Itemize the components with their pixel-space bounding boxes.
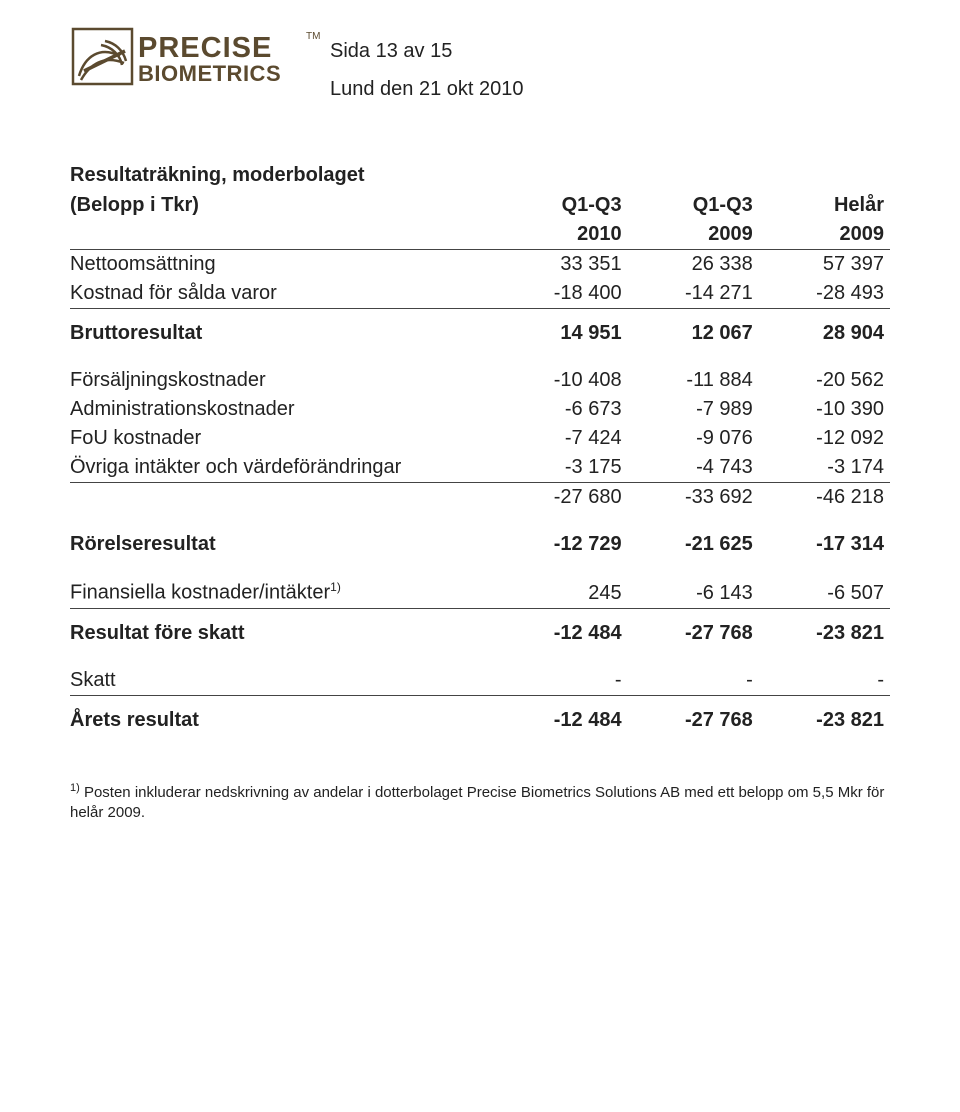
column-header-bottom: 2010 <box>496 220 627 250</box>
cell-value: -6 673 <box>496 395 627 424</box>
page: PRECISE TM BIOMETRICS Sida 13 av 15 Lund… <box>0 0 960 1112</box>
header-right: Sida 13 av 15 Lund den 21 okt 2010 <box>330 26 890 108</box>
cell-value: -7 424 <box>496 424 627 453</box>
cell-value: -33 692 <box>628 483 759 513</box>
cell-value: -12 484 <box>496 619 627 648</box>
row-label: Skatt <box>70 666 496 696</box>
row-label: Försäljningskostnader <box>70 366 496 395</box>
income-statement-table: (Belopp i Tkr)Q1-Q3Q1-Q3Helår20102009200… <box>70 191 890 735</box>
row-label: Kostnad för sålda varor <box>70 279 496 309</box>
cell-value: -9 076 <box>628 424 759 453</box>
row-label: Administrationskostnader <box>70 395 496 424</box>
row-label: Finansiella kostnader/intäkter1) <box>70 577 496 608</box>
cell-value: - <box>496 666 627 696</box>
column-header-bottom: 2009 <box>628 220 759 250</box>
logo-text-bottom: BIOMETRICS <box>138 61 281 86</box>
cell-value: -23 821 <box>759 619 890 648</box>
logo-svg: PRECISE TM BIOMETRICS <box>70 26 330 116</box>
cell-value: - <box>759 666 890 696</box>
row-label: Rörelseresultat <box>70 530 496 559</box>
column-header-top: Q1-Q3 <box>628 191 759 220</box>
column-header-top: Helår <box>759 191 890 220</box>
cell-value: -27 680 <box>496 483 627 513</box>
cell-value: 26 338 <box>628 250 759 280</box>
cell-value: -28 493 <box>759 279 890 309</box>
cell-value: -6 507 <box>759 577 890 608</box>
cell-value: -10 390 <box>759 395 890 424</box>
cell-value: - <box>628 666 759 696</box>
logo-tm: TM <box>306 31 320 42</box>
cell-value: -12 729 <box>496 530 627 559</box>
cell-value: -4 743 <box>628 453 759 483</box>
row-label: FoU kostnader <box>70 424 496 453</box>
cell-value: 245 <box>496 577 627 608</box>
page-indicator: Sida 13 av 15 <box>330 32 890 70</box>
company-logo: PRECISE TM BIOMETRICS <box>70 26 330 116</box>
cell-value: 33 351 <box>496 250 627 280</box>
cell-value: -3 174 <box>759 453 890 483</box>
cell-value: -12 092 <box>759 424 890 453</box>
footnote-text: Posten inkluderar nedskrivning av andela… <box>70 784 884 821</box>
table-head: (Belopp i Tkr)Q1-Q3Q1-Q3Helår20102009200… <box>70 191 890 250</box>
cell-value: -23 821 <box>759 706 890 735</box>
page-header: PRECISE TM BIOMETRICS Sida 13 av 15 Lund… <box>70 26 890 116</box>
cell-value: -3 175 <box>496 453 627 483</box>
row-label: Nettoomsättning <box>70 250 496 280</box>
cell-value: -10 408 <box>496 366 627 395</box>
table-body: Nettoomsättning33 35126 33857 397 Kostnad… <box>70 250 890 735</box>
row-label: Övriga intäkter och värdeförändringar <box>70 453 496 483</box>
cell-value: -6 143 <box>628 577 759 608</box>
cell-value: -11 884 <box>628 366 759 395</box>
column-label: (Belopp i Tkr) <box>70 191 496 220</box>
cell-value: 28 904 <box>759 319 890 348</box>
row-label: Resultat före skatt <box>70 619 496 648</box>
row-label: Bruttoresultat <box>70 319 496 348</box>
cell-value: 14 951 <box>496 319 627 348</box>
cell-value: 12 067 <box>628 319 759 348</box>
cell-value: -27 768 <box>628 706 759 735</box>
cell-value: -7 989 <box>628 395 759 424</box>
column-header-bottom: 2009 <box>759 220 890 250</box>
cell-value: 57 397 <box>759 250 890 280</box>
cell-value: -27 768 <box>628 619 759 648</box>
cell-value: -12 484 <box>496 706 627 735</box>
row-label <box>70 483 496 513</box>
cell-value: -17 314 <box>759 530 890 559</box>
footnote: 1) Posten inkluderar nedskrivning av and… <box>70 781 890 824</box>
row-label: Årets resultat <box>70 706 496 735</box>
cell-value: -20 562 <box>759 366 890 395</box>
cell-value: -21 625 <box>628 530 759 559</box>
logo-text-top: PRECISE <box>138 32 272 64</box>
cell-value: -14 271 <box>628 279 759 309</box>
date-line: Lund den 21 okt 2010 <box>330 70 890 108</box>
cell-value: -18 400 <box>496 279 627 309</box>
section-title: Resultaträkning, moderbolaget <box>70 164 890 187</box>
cell-value: -46 218 <box>759 483 890 513</box>
column-header-top: Q1-Q3 <box>496 191 627 220</box>
footnote-marker: 1) <box>70 782 80 794</box>
